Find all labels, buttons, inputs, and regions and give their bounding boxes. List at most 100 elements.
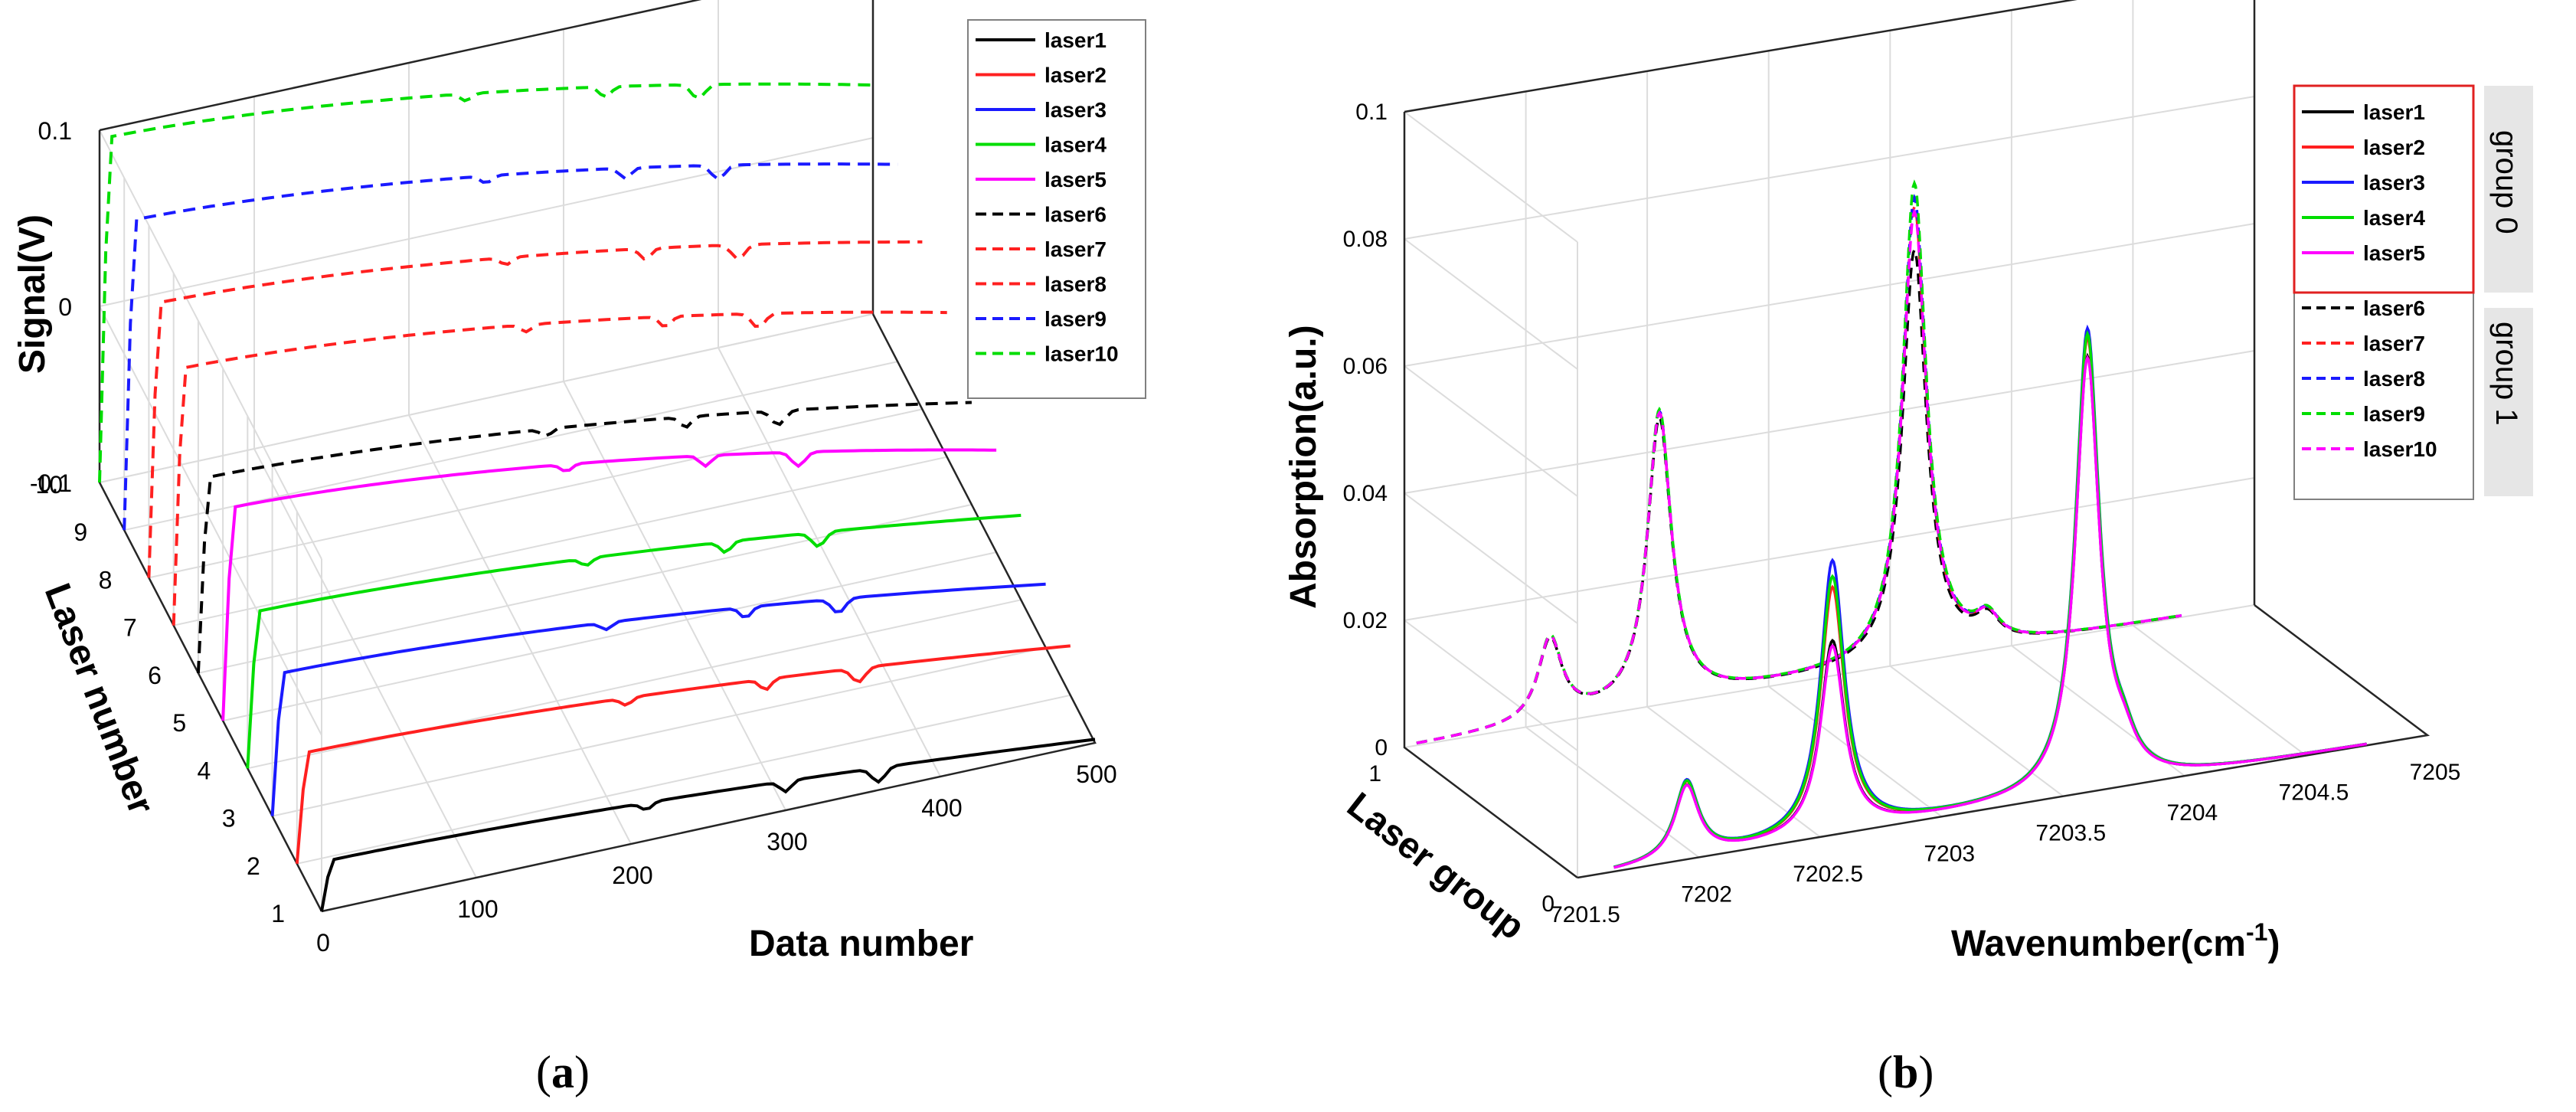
wall-grid-z [99,313,874,483]
floor-grid-x [253,448,477,878]
axis-frame [1403,112,1578,878]
legend-label-laser6: laser6 [1044,203,1107,227]
series-line-laser5 [221,448,997,721]
x-tick-label: 400 [921,794,962,822]
x-tick-label: 300 [767,828,807,855]
group-1-tag: group 1 [2484,308,2533,496]
legend-label-laser2: laser2 [2363,136,2425,159]
x-tick-label: 7204.5 [2279,780,2349,806]
z-tick-label: -0.1 [30,469,72,497]
y-tick-label: 1 [271,900,285,927]
panel-b-y-axis-label: Laser group [1339,785,1532,948]
side-grid-z [1404,365,1578,497]
floor-grid-x [1525,726,1700,859]
floor-grid-y [173,456,947,626]
wall-grid-z [1404,477,2255,621]
panel-b-legend: laser1 laser2 laser3 laser4 laser5 laser6 lase… [2293,84,2475,500]
series-line-laser7 [1416,203,2182,744]
series-line-laser9 [123,162,898,531]
legend-label-laser8: laser8 [2363,367,2425,391]
x-tick-label: 7202.5 [1793,862,1863,887]
y-tick-label: 10 [35,471,63,499]
z-tick-label: 0.02 [1343,608,1388,633]
wall-grid-z [1404,0,2077,113]
wall-grid-z [99,137,874,307]
series-line-laser5 [1613,354,2368,869]
legend-label-laser4: laser4 [2363,206,2425,230]
legend-label-laser7: laser7 [2363,332,2425,355]
group-1-label: group 1 [2489,322,2523,426]
floor-grid-y [272,646,1046,817]
floor-grid-y [296,694,1071,865]
z-tick-label: 0 [1375,735,1388,760]
x-tick-label: 7203.5 [2035,821,2106,846]
z-tick-label: 0.08 [1343,227,1388,252]
y-tick-label: 5 [172,709,186,737]
wall-grid-z [1404,350,2255,494]
legend-label-laser9: laser9 [2363,402,2425,426]
series-line-laser10 [98,82,874,483]
y-tick-label: 0 [1541,891,1554,917]
x-tick-label: 7201.5 [1550,902,1620,927]
wall-grid-z [1404,604,2255,748]
floor-grid-x [563,381,786,811]
z-tick-label: 0.1 [1355,100,1388,125]
panel-a-legend: laser1 laser2 laser3 laser4 laser5 laser6 lase… [967,19,1146,399]
wall-grid-z [99,0,701,131]
side-grid-z [99,306,322,736]
series-line-laser7 [172,310,947,626]
legend-label-laser5: laser5 [2363,241,2425,265]
side-grid-z [1404,492,1578,624]
series-line-laser10 [1416,208,2182,744]
panel-b-grid [1403,0,2431,879]
group-0-label: group 0 [2489,130,2523,234]
legend-label-laser4: laser4 [1044,133,1107,157]
side-grid-z [1404,111,1578,243]
caption-b: (b) [1878,1047,1934,1097]
group-0-tag: group 0 [2484,86,2533,293]
legend-label-laser6: laser6 [2363,296,2425,320]
axis-frame [1577,604,2431,879]
x-tick-label: 100 [457,895,498,923]
x-tick-label: 7203 [1924,841,1975,866]
panel-b-chart: 7201.5 7202 7202.5 7203 7203.5 7204 7204.5 7205… [1283,0,2533,964]
z-tick-label: 0 [58,293,72,321]
x-tick-label: 7202 [1681,881,1732,907]
legend-label-laser5: laser5 [1044,168,1107,191]
axis-frame [1404,0,2256,605]
x-tick-label: 7205 [2410,760,2461,785]
floor-grid-x [1646,706,1821,838]
axis-frame [99,0,874,314]
panel-a-x-axis-label: Data number [749,924,973,964]
panel-a-z-axis-label: Signal(V) [12,214,53,374]
floor-grid-y [247,599,1022,770]
wall-grid-z [1404,223,2255,367]
floor-grid-x [1889,665,2064,797]
series-line-laser6 [196,401,972,673]
floor-grid-x [2132,624,2307,757]
floor-grid-y [198,503,973,674]
y-tick-label: 2 [247,852,260,880]
panel-a-grid [98,0,1097,913]
axis-frame [321,313,1097,913]
caption-a: (a) [536,1047,590,1097]
legend-label-laser3: laser3 [2363,171,2425,195]
series-line-laser2 [295,644,1071,864]
y-tick-label: 8 [99,566,113,594]
legend-label-laser1: laser1 [1044,28,1107,52]
panel-b-ticks: 7201.5 7202 7202.5 7203 7203.5 7204 7204.5 7205… [1343,100,2461,927]
legend-group0-highlight [2293,84,2475,294]
y-tick-label: 9 [74,518,87,546]
series-line-laser1 [320,738,1096,912]
floor-grid-y [149,408,923,579]
x-tick-label: 500 [1076,760,1116,788]
panel-b-z-axis-label: Absorption(a.u.) [1283,325,1324,609]
legend-label-laser10: laser10 [2363,437,2437,461]
side-grid-z [1404,620,1578,751]
side-grid-z [1404,238,1578,370]
legend-label-laser9: laser9 [1044,307,1107,331]
wall-grid-z [1404,96,2255,240]
